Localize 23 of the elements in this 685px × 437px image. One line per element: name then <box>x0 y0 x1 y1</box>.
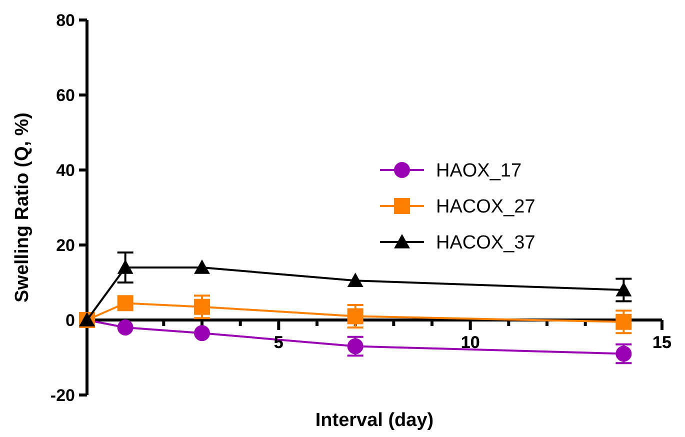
point <box>616 282 632 296</box>
point <box>117 320 134 336</box>
point <box>194 325 210 342</box>
point <box>117 295 134 312</box>
x-tick-label: 15 <box>652 333 672 352</box>
point <box>347 272 364 288</box>
y-axis-title: Swelling Ratio (Q, %) <box>12 112 33 303</box>
legend-label: HAOX_17 <box>436 160 522 182</box>
y-tick-label: 0 <box>66 310 75 330</box>
y-tick-label: -20 <box>50 386 75 405</box>
point <box>347 308 364 324</box>
y-tick-label: 40 <box>56 160 75 180</box>
y-tick-label: 80 <box>56 10 75 30</box>
x-tick-label: 10 <box>460 333 480 352</box>
legend-label: HACOX_27 <box>436 196 536 218</box>
legend-label: HACOX_37 <box>436 232 536 254</box>
point <box>117 260 134 274</box>
point <box>616 314 632 330</box>
y-tick-label: 60 <box>56 86 75 105</box>
x-axis-title: Interval (day) <box>315 410 434 431</box>
y-tick-label: 20 <box>56 236 75 255</box>
point <box>194 260 210 274</box>
point <box>194 298 210 315</box>
